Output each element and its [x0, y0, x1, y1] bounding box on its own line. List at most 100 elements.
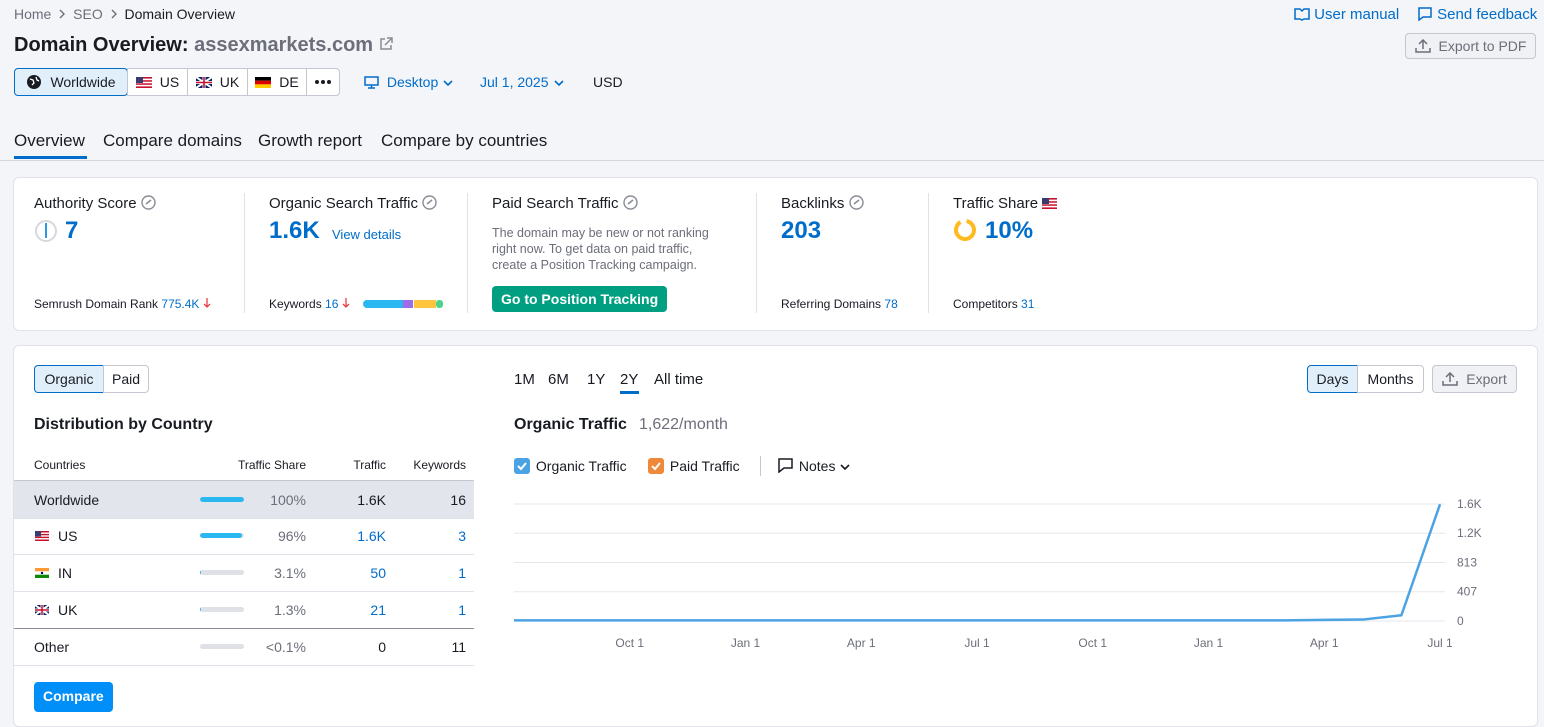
breadcrumb-item[interactable]: SEO — [73, 6, 103, 22]
dropdown-chevron — [840, 464, 850, 471]
region-name[interactable]: UK — [219, 74, 240, 90]
share-bar-track — [200, 570, 244, 575]
info-icon[interactable] — [141, 195, 156, 210]
country-table: Countries Traffic Share Traffic Keywords… — [14, 455, 474, 666]
region-name[interactable]: Worldwide — [50, 74, 116, 90]
info-icon[interactable] — [422, 195, 437, 210]
export-button[interactable]: Export — [1432, 365, 1517, 393]
footer-value[interactable]: 31 — [1021, 297, 1035, 311]
keywords[interactable]: 3 — [458, 528, 466, 544]
footer-value[interactable]: 775.4K — [161, 297, 200, 311]
months-toggle[interactable]: Months — [1357, 365, 1424, 393]
link-text[interactable]: User manual — [1314, 6, 1400, 23]
share-bar-track — [200, 497, 244, 502]
legend-label[interactable]: Organic Traffic — [535, 458, 627, 474]
notes-text[interactable]: Notes — [798, 458, 836, 474]
view-details-link[interactable]: View details — [332, 227, 402, 242]
table-row[interactable]: IN 3.1% 50 1 — [14, 554, 474, 592]
legend-item[interactable]: Organic Traffic — [514, 458, 627, 474]
metric-footer: Referring Domains 78 — [781, 297, 898, 311]
region-name[interactable]: DE — [279, 74, 299, 90]
range[interactable]: 1M — [514, 371, 535, 388]
authority-icon — [35, 220, 57, 242]
button-text[interactable]: Export to PDF — [1438, 38, 1527, 54]
traffic[interactable]: 1.6K — [357, 528, 386, 544]
column-header: Traffic Share — [237, 458, 306, 472]
device-text[interactable]: Desktop — [386, 74, 439, 90]
notes-menu[interactable]: Notes — [778, 458, 851, 474]
keywords: 16 — [450, 492, 466, 508]
range[interactable]: 2Y — [620, 371, 639, 388]
table-row[interactable]: US 96% 1.6K 3 — [14, 517, 474, 555]
range[interactable]: 6M — [548, 371, 569, 388]
tab[interactable]: Growth report — [258, 131, 362, 150]
footer-value[interactable]: 78 — [884, 297, 898, 311]
y-tick-label: 813 — [1457, 556, 1477, 570]
tab[interactable]: Overview — [14, 131, 85, 150]
date-text[interactable]: Jul 1, 2025 — [480, 74, 549, 90]
breadcrumb-item[interactable]: Home — [14, 6, 52, 22]
region-name[interactable]: US — [159, 74, 180, 90]
legend-checkbox[interactable] — [514, 458, 530, 474]
external-icon[interactable] — [379, 37, 393, 51]
metric-value: 203 — [781, 217, 822, 244]
footer-label: Keywords — [269, 297, 322, 311]
legend-label[interactable]: Paid Traffic — [669, 458, 740, 474]
range[interactable]: 1Y — [587, 371, 606, 388]
region-de[interactable]: DE — [247, 68, 307, 96]
info-icon[interactable] — [622, 195, 638, 210]
region-us[interactable]: US — [127, 68, 188, 96]
domain: assexmarkets.com — [194, 34, 374, 56]
toggle-text[interactable]: Days — [1316, 371, 1349, 387]
share-bar-track — [200, 644, 244, 649]
feedback-link[interactable]: Send feedback — [1417, 6, 1537, 23]
toggle-text[interactable]: Paid — [111, 371, 141, 387]
export-pdf-button[interactable]: Export to PDF — [1405, 33, 1536, 59]
device-select[interactable]: Desktop — [364, 74, 454, 90]
share-bar-track — [200, 533, 244, 538]
button-text[interactable]: Export — [1466, 371, 1507, 387]
info-icon[interactable] — [848, 195, 864, 210]
flag-uk — [195, 76, 212, 88]
dropdown-chevron — [443, 80, 453, 87]
tab[interactable]: Compare by countries — [381, 131, 548, 150]
table-row[interactable]: Worldwide 100% 1.6K 16 — [14, 480, 474, 519]
traffic[interactable]: 50 — [370, 565, 386, 581]
country: US — [58, 528, 78, 544]
column-header: Keywords — [413, 458, 466, 472]
range[interactable]: All time — [654, 371, 704, 388]
toggle-text[interactable]: Months — [1367, 371, 1414, 387]
user-manual-link[interactable]: User manual — [1294, 6, 1399, 23]
days-toggle[interactable]: Days — [1307, 365, 1358, 393]
toggle-text[interactable]: Organic — [44, 371, 94, 387]
divider — [928, 193, 929, 313]
date-select[interactable]: Jul 1, 2025 — [480, 74, 566, 90]
compare-button[interactable]: Compare — [34, 682, 113, 712]
share-bar — [200, 607, 201, 612]
y-tick-label: 0 — [1457, 614, 1464, 628]
traffic[interactable]: 21 — [370, 602, 386, 618]
traffic-card — [13, 345, 1538, 727]
legend-checkbox[interactable] — [648, 458, 664, 474]
link-text[interactable]: Send feedback — [1437, 6, 1538, 23]
share-bar — [200, 497, 244, 502]
legend-divider — [760, 456, 761, 476]
distribution-title: Distribution by Country — [34, 416, 213, 433]
more-regions[interactable] — [306, 68, 340, 96]
tab[interactable]: Compare domains — [103, 131, 242, 150]
region-worldwide[interactable]: Worldwide — [14, 68, 128, 96]
legend-item[interactable]: Paid Traffic — [648, 458, 740, 474]
table-row[interactable]: UK 1.3% 21 1 — [14, 591, 474, 629]
x-tick-label: Jul 1 — [1427, 636, 1453, 650]
tabs-divider — [0, 160, 1544, 161]
region-uk[interactable]: UK — [187, 68, 248, 96]
paid-toggle[interactable]: Paid — [103, 365, 149, 393]
label-text: Paid Search Traffic — [492, 195, 619, 212]
x-tick-label: Jan 1 — [1194, 636, 1224, 650]
globe-icon — [27, 75, 42, 89]
position-tracking-button[interactable]: Go to Position Tracking — [492, 286, 668, 312]
footer-value[interactable]: 16 — [325, 297, 339, 311]
organic-toggle[interactable]: Organic — [34, 365, 104, 393]
keywords[interactable]: 1 — [458, 565, 466, 581]
keywords[interactable]: 1 — [458, 602, 466, 618]
